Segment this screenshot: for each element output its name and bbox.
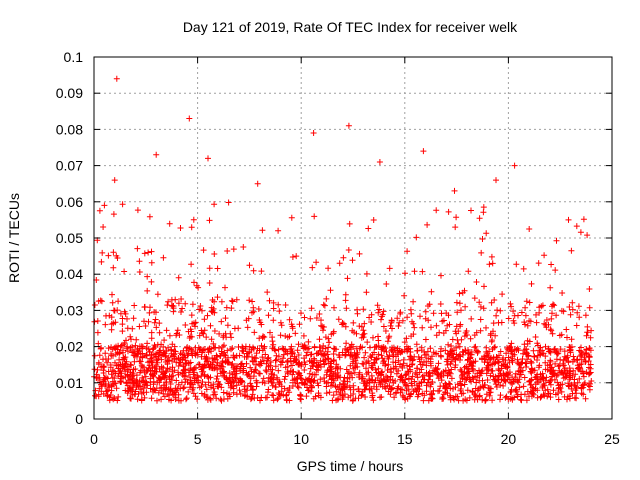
y-tick-label: 0.08	[56, 121, 83, 137]
y-tick-label: 0.02	[56, 339, 83, 355]
x-axis-label: GPS time / hours	[297, 458, 404, 474]
y-tick-label: 0.06	[56, 194, 83, 210]
x-tick-label: 25	[604, 431, 620, 447]
data-points	[91, 75, 595, 404]
y-tick-label: 0.09	[56, 85, 83, 101]
y-tick-label: 0.1	[64, 49, 84, 65]
y-tick-label: 0.07	[56, 158, 83, 174]
y-tick-label: 0.05	[56, 230, 83, 246]
y-tick-label: 0	[75, 411, 83, 427]
x-tick-label: 20	[501, 431, 517, 447]
axis-ticks: 0 0.01 0.02 0.03 0.04 0.05 0.06 0.07 0.08 0.09 0.1…	[56, 49, 620, 447]
x-tick-label: 5	[194, 431, 202, 447]
x-tick-label: 15	[397, 431, 413, 447]
x-tick-label: 0	[90, 431, 98, 447]
chart-title: Day 121 of 2019, Rate Of TEC Index for r…	[183, 19, 518, 35]
roti-series-markers	[91, 75, 595, 404]
y-tick-label: 0.03	[56, 302, 83, 318]
y-axis-label: ROTI / TECUs	[6, 193, 22, 283]
y-tick-label: 0.01	[56, 375, 83, 391]
y-tick-label: 0.04	[56, 266, 83, 282]
x-tick-label: 10	[293, 431, 309, 447]
